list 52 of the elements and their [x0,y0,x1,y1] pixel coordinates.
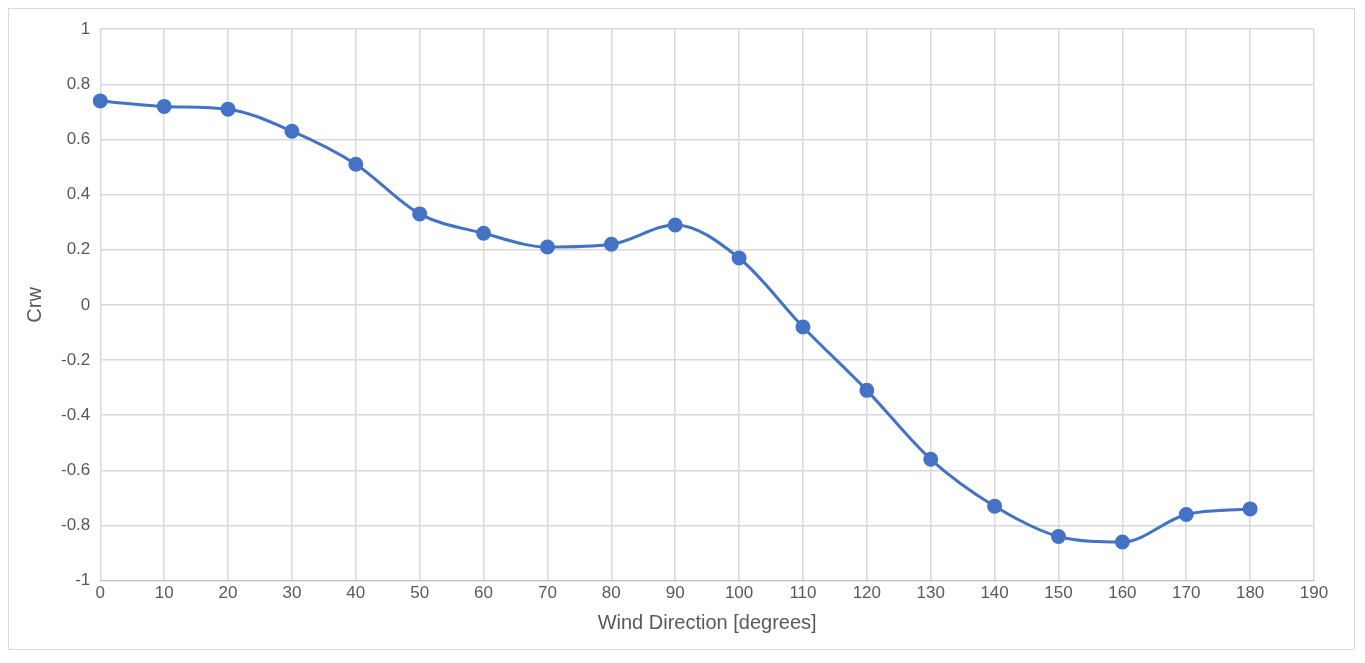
point [1114,534,1130,550]
point [603,236,619,252]
x-tick-label: 110 [789,583,817,603]
point [412,206,428,222]
point [923,451,939,467]
point [731,250,747,266]
x-tick-label: 190 [1299,583,1329,603]
x-tick-label: 130 [916,583,945,603]
y-tick-label: 0.6 [66,129,91,149]
x-tick-label: 40 [346,583,366,603]
y-tick-label: -0.2 [61,349,91,369]
point [1242,501,1258,517]
point [1050,528,1066,544]
x-tick-label: 70 [537,583,557,603]
point [348,156,364,172]
y-tick-label: -1 [75,570,91,590]
y-tick-label: 0.8 [66,74,91,94]
x-tick-label: 140 [980,583,1009,603]
x-tick-label: 0 [95,583,106,603]
y-tick-label: -0.6 [61,460,91,480]
x-tick-label: 180 [1235,583,1265,603]
x-tick-label: 20 [218,583,238,603]
y-tick-label: 0 [80,294,91,314]
x-axis-title: Wind Direction [degrees] [597,610,817,633]
x-tick-label: 10 [154,583,174,603]
point [92,93,108,109]
point [859,382,875,398]
y-tick-label: 1 [80,18,91,38]
x-tick-label: 30 [282,583,302,603]
point [795,319,811,335]
y-tick-label: -0.8 [61,515,91,535]
x-tick-label: 120 [852,583,882,603]
point [476,225,492,241]
x-tick-label: 150 [1044,583,1073,603]
point [284,123,300,139]
x-tick-label: 80 [601,583,621,603]
point [987,498,1003,514]
point [539,239,555,255]
point [156,98,172,114]
point [1178,506,1194,522]
x-tick-label: 60 [474,583,494,603]
y-tick-label: -0.4 [61,404,91,424]
point [220,101,236,117]
x-tick-label: 50 [410,583,430,603]
y-axis-title: Crw [22,286,45,323]
x-tick-label: 100 [724,583,754,603]
x-tick-label: 160 [1108,583,1137,603]
x-tick-label: 90 [665,583,685,603]
y-tick-label: 0.4 [66,184,91,204]
y-tick-label: 0.2 [66,239,91,259]
x-tick-label: 170 [1172,583,1201,603]
point [667,217,683,233]
